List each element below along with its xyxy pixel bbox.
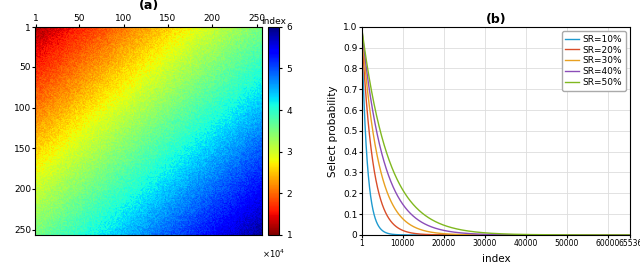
SR=30%	[608, 233, 616, 237]
SR=40%	[378, 153, 386, 156]
Line: SR=30%: SR=30%	[362, 27, 630, 235]
SR=40%	[470, 232, 477, 235]
SR=50%	[557, 233, 564, 237]
SR=50%	[470, 230, 477, 233]
SR=50%	[358, 25, 365, 28]
SR=40%	[627, 233, 634, 237]
SR=50%	[529, 233, 536, 236]
SR=10%	[608, 233, 616, 237]
Line: SR=40%: SR=40%	[362, 27, 630, 235]
SR=40%	[608, 233, 616, 237]
SR=20%	[557, 233, 564, 237]
Legend: SR=10%, SR=20%, SR=30%, SR=40%, SR=50%: SR=10%, SR=20%, SR=30%, SR=40%, SR=50%	[562, 31, 626, 91]
Y-axis label: Select probability: Select probability	[328, 85, 337, 176]
SR=40%	[529, 233, 536, 237]
SR=40%	[557, 233, 564, 237]
SR=10%	[529, 233, 536, 237]
SR=20%	[378, 202, 386, 206]
SR=20%	[358, 25, 365, 28]
SR=30%	[378, 175, 386, 178]
SR=20%	[470, 233, 477, 237]
SR=30%	[557, 233, 564, 237]
SR=40%	[568, 233, 575, 237]
SR=30%	[358, 25, 365, 28]
SR=50%	[627, 233, 634, 237]
Line: SR=10%: SR=10%	[362, 27, 630, 235]
X-axis label: index: index	[482, 254, 510, 264]
SR=50%	[608, 233, 616, 237]
SR=40%	[358, 25, 365, 28]
SR=10%	[358, 25, 365, 28]
Title: (b): (b)	[486, 13, 506, 26]
Title: (a): (a)	[139, 0, 159, 12]
SR=10%	[378, 229, 386, 232]
SR=20%	[568, 233, 575, 237]
SR=50%	[568, 233, 575, 237]
SR=20%	[627, 233, 634, 237]
Line: SR=20%: SR=20%	[362, 27, 630, 235]
SR=10%	[627, 233, 634, 237]
SR=50%	[378, 136, 386, 139]
SR=30%	[627, 233, 634, 237]
SR=30%	[529, 233, 536, 237]
SR=30%	[470, 233, 477, 236]
SR=30%	[568, 233, 575, 237]
Text: $\times10^4$: $\times10^4$	[262, 248, 285, 260]
SR=10%	[557, 233, 564, 237]
SR=10%	[568, 233, 575, 237]
SR=10%	[470, 233, 477, 237]
SR=20%	[608, 233, 616, 237]
Title: index: index	[260, 17, 286, 26]
SR=20%	[529, 233, 536, 237]
Line: SR=50%: SR=50%	[362, 27, 630, 235]
